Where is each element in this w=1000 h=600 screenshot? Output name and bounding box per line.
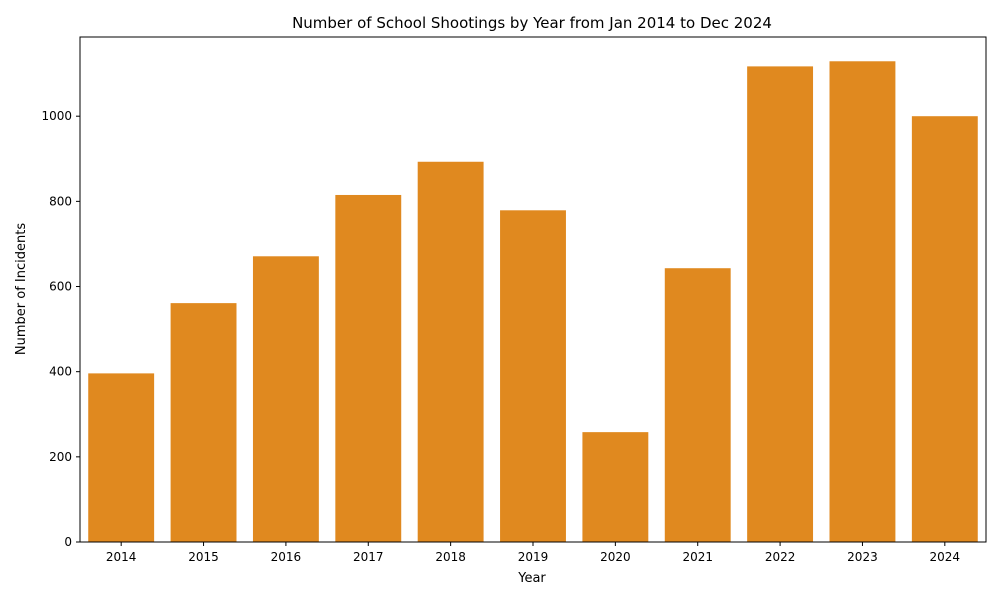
chart-title: Number of School Shootings by Year from … xyxy=(292,14,772,32)
bar-2022 xyxy=(747,66,814,542)
x-axis: 2014 2015 2016 2017 2018 2019 2020 2021 2022 2023… xyxy=(106,542,960,564)
x-tick-label: 2021 xyxy=(682,550,713,564)
x-tick-label: 2016 xyxy=(271,550,302,564)
x-tick-label: 2015 xyxy=(188,550,219,564)
bars-group xyxy=(88,61,978,543)
x-tick-label: 2017 xyxy=(353,550,384,564)
y-tick-label: 0 xyxy=(64,535,72,549)
x-tick-label: 2019 xyxy=(518,550,549,564)
y-axis: 0 200 400 600 800 1000 xyxy=(41,109,80,549)
bar-2024 xyxy=(911,116,978,543)
x-tick-label: 2018 xyxy=(435,550,466,564)
y-tick-label: 200 xyxy=(49,450,72,464)
plot-border xyxy=(79,36,987,543)
x-axis-label: Year xyxy=(517,571,546,586)
bar-2020 xyxy=(582,432,649,542)
y-tick-label: 400 xyxy=(49,365,72,379)
plot-frame xyxy=(79,36,987,543)
x-tick-label: 2020 xyxy=(600,550,631,564)
y-tick-label: 600 xyxy=(49,280,72,294)
bar-2015 xyxy=(170,303,237,542)
y-tick-label: 800 xyxy=(49,194,72,208)
y-axis-label: Number of Incidents xyxy=(14,223,29,355)
bar-2019 xyxy=(500,210,566,542)
bar-2021 xyxy=(664,268,731,542)
x-tick-label: 2022 xyxy=(765,550,796,564)
bar-2023 xyxy=(829,61,896,542)
x-tick-label: 2023 xyxy=(847,550,878,564)
x-tick-label: 2014 xyxy=(106,550,137,564)
x-tick-label: 2024 xyxy=(930,550,961,564)
bar-2014 xyxy=(88,373,155,542)
bar-2018 xyxy=(417,161,484,542)
bar-2016 xyxy=(252,256,319,542)
bar-2017 xyxy=(335,194,402,542)
y-tick-label: 1000 xyxy=(41,109,72,123)
